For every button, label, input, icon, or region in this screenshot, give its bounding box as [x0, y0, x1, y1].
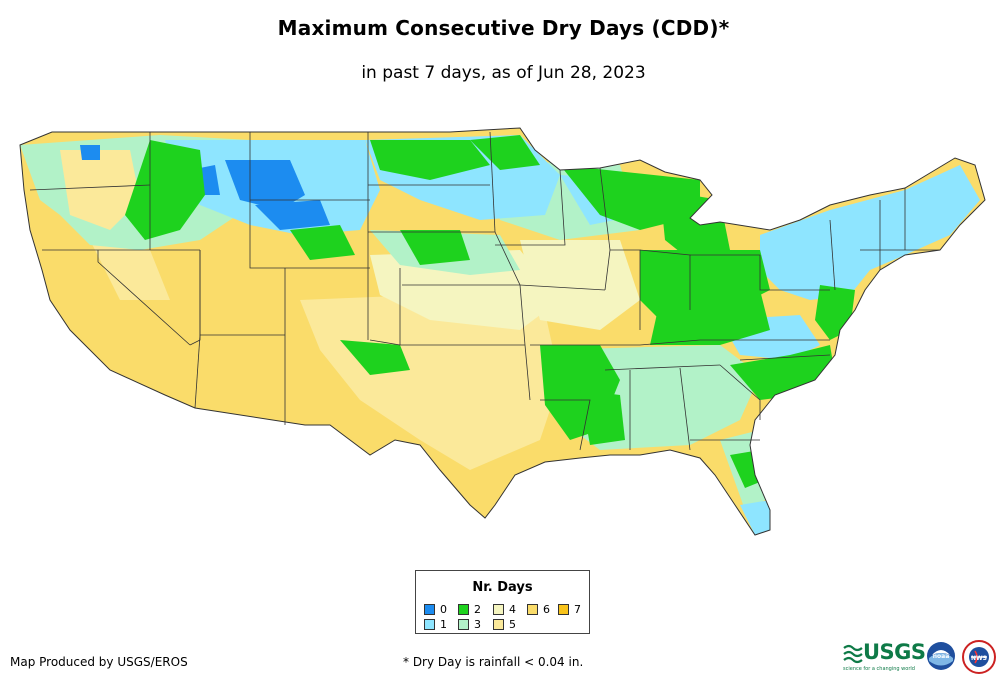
legend-swatch-3	[458, 619, 469, 630]
legend-label-7: 7	[574, 603, 581, 616]
cdd-fill-regions	[20, 128, 985, 535]
legend-item-7: 7	[558, 603, 581, 616]
legend-item-3: 3	[458, 618, 481, 631]
map-credit: Map Produced by USGS/EROS	[10, 655, 188, 669]
legend-label-6: 6	[543, 603, 550, 616]
legend-item-1: 1	[424, 618, 447, 631]
nws-logo-text: NWS	[971, 655, 987, 662]
legend-title: Nr. Days	[472, 580, 533, 595]
usgs-wordmark: USGS	[863, 640, 926, 664]
dry-day-footnote: * Dry Day is rainfall < 0.04 in.	[403, 655, 584, 669]
noaa-logo: noaa	[927, 642, 955, 670]
legend-item-0: 0	[424, 603, 447, 616]
legend-item-5: 5	[493, 618, 516, 631]
usgs-tagline: science for a changing world	[843, 666, 915, 672]
legend-label-5: 5	[509, 618, 516, 631]
legend-item-2: 2	[458, 603, 481, 616]
legend-item-4: 4	[493, 603, 516, 616]
legend-swatch-6	[527, 604, 538, 615]
state-borders	[29, 131, 940, 451]
legend-label-1: 1	[440, 618, 447, 631]
legend-swatch-0	[424, 604, 435, 615]
us-outline	[19, 127, 986, 536]
legend-swatch-5	[493, 619, 504, 630]
legend-swatch-4	[493, 604, 504, 615]
legend-swatch-7	[558, 604, 569, 615]
legend-label-3: 3	[474, 618, 481, 631]
nws-logo: NWS	[962, 640, 996, 674]
usgs-logo: USGS science for a changing world	[843, 640, 926, 676]
legend-label-4: 4	[509, 603, 516, 616]
legend-label-0: 0	[440, 603, 447, 616]
legend-swatch-2	[458, 604, 469, 615]
noaa-logo-text: noaa	[933, 653, 950, 660]
legend-box: Nr. Days 0 1 2 3 4 5 6 7	[415, 570, 590, 634]
map-subtitle: in past 7 days, as of Jun 28, 2023	[361, 63, 646, 83]
map-title: Maximum Consecutive Dry Days (CDD)*	[277, 16, 730, 40]
legend-label-2: 2	[474, 603, 481, 616]
legend-item-6: 6	[527, 603, 550, 616]
usgs-wave-icon	[843, 644, 863, 664]
legend-swatch-1	[424, 619, 435, 630]
